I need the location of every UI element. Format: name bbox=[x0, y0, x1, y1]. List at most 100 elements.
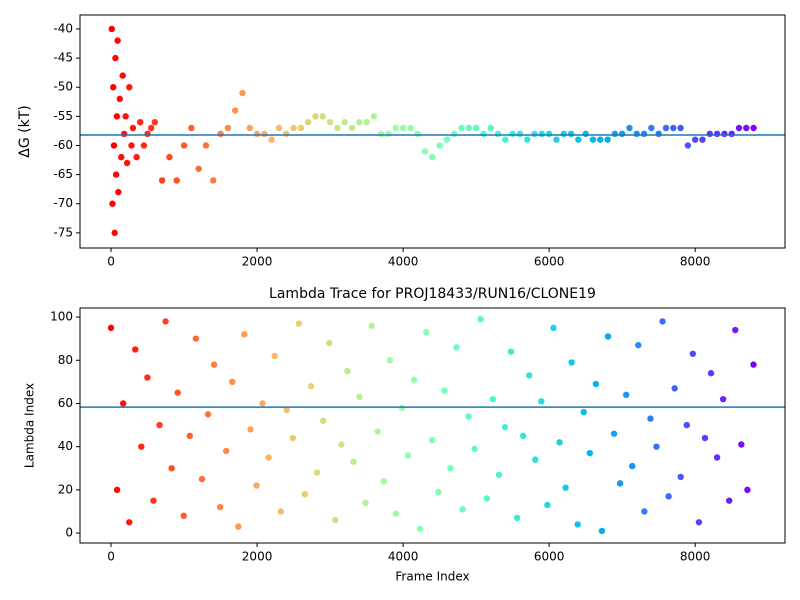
point bbox=[374, 428, 381, 435]
point bbox=[706, 130, 713, 138]
point bbox=[662, 124, 670, 132]
point bbox=[598, 527, 606, 535]
point bbox=[253, 130, 261, 138]
point bbox=[113, 113, 121, 120]
point bbox=[297, 124, 305, 132]
point bbox=[392, 124, 400, 132]
point bbox=[116, 95, 123, 103]
point bbox=[378, 130, 385, 138]
point bbox=[392, 510, 400, 517]
point bbox=[338, 441, 345, 448]
point bbox=[166, 153, 173, 161]
point bbox=[202, 142, 210, 149]
point bbox=[480, 130, 487, 138]
point bbox=[210, 177, 217, 184]
point bbox=[109, 200, 116, 207]
points bbox=[107, 316, 757, 535]
point bbox=[235, 523, 242, 530]
point bbox=[144, 374, 151, 381]
point bbox=[422, 328, 430, 336]
point bbox=[122, 113, 129, 120]
point bbox=[195, 165, 202, 172]
point bbox=[341, 118, 348, 126]
point bbox=[592, 380, 600, 388]
point bbox=[277, 508, 284, 515]
x-tick-label: 4000 bbox=[388, 550, 419, 564]
point bbox=[629, 462, 636, 470]
point bbox=[344, 367, 351, 375]
point bbox=[120, 130, 128, 138]
point bbox=[132, 346, 139, 353]
point bbox=[671, 385, 678, 392]
point bbox=[283, 130, 290, 138]
point bbox=[275, 124, 283, 132]
point bbox=[501, 424, 509, 431]
point bbox=[750, 124, 757, 132]
point bbox=[156, 421, 163, 429]
point bbox=[443, 136, 451, 143]
point bbox=[356, 118, 363, 126]
point bbox=[495, 471, 503, 478]
point bbox=[750, 361, 757, 368]
point bbox=[726, 497, 733, 504]
points bbox=[108, 25, 757, 237]
point bbox=[465, 124, 473, 132]
point bbox=[150, 497, 157, 504]
point bbox=[129, 124, 137, 132]
point bbox=[647, 415, 654, 422]
point bbox=[611, 130, 619, 138]
point bbox=[119, 72, 126, 79]
point bbox=[531, 130, 538, 138]
point bbox=[472, 124, 480, 132]
point bbox=[589, 136, 597, 143]
point bbox=[247, 426, 254, 433]
point bbox=[111, 229, 118, 237]
point bbox=[115, 188, 122, 196]
point bbox=[304, 118, 312, 126]
point bbox=[370, 113, 378, 120]
point bbox=[399, 124, 407, 132]
point bbox=[174, 389, 181, 396]
point bbox=[707, 370, 715, 377]
point bbox=[108, 25, 115, 33]
point bbox=[112, 54, 119, 62]
point bbox=[691, 136, 699, 143]
point bbox=[137, 118, 144, 126]
point bbox=[659, 318, 666, 325]
point bbox=[312, 113, 319, 120]
point bbox=[265, 454, 272, 461]
point bbox=[386, 357, 394, 364]
point bbox=[126, 519, 133, 526]
point bbox=[151, 118, 159, 126]
point bbox=[701, 434, 709, 442]
x-tick-label: 2000 bbox=[242, 255, 273, 269]
point bbox=[575, 136, 582, 143]
point bbox=[217, 130, 224, 138]
point bbox=[385, 130, 392, 138]
point bbox=[110, 142, 118, 149]
point bbox=[618, 130, 626, 138]
point bbox=[604, 333, 612, 340]
y-tick-label: 80 bbox=[58, 353, 73, 367]
point bbox=[436, 142, 443, 149]
point bbox=[326, 339, 333, 347]
point bbox=[429, 153, 436, 161]
point bbox=[363, 118, 370, 126]
point bbox=[126, 84, 133, 91]
point bbox=[188, 124, 195, 132]
point bbox=[348, 124, 356, 132]
point bbox=[216, 503, 224, 511]
x-tick-label: 8000 bbox=[680, 550, 711, 564]
axes-frame bbox=[79, 14, 786, 249]
point bbox=[616, 480, 624, 487]
point bbox=[259, 400, 266, 407]
point bbox=[509, 130, 516, 138]
point bbox=[567, 130, 575, 138]
point bbox=[113, 486, 121, 494]
axes-frame bbox=[79, 307, 786, 544]
point bbox=[713, 454, 721, 461]
point bbox=[560, 130, 567, 138]
point bbox=[414, 130, 421, 138]
point bbox=[119, 400, 127, 407]
